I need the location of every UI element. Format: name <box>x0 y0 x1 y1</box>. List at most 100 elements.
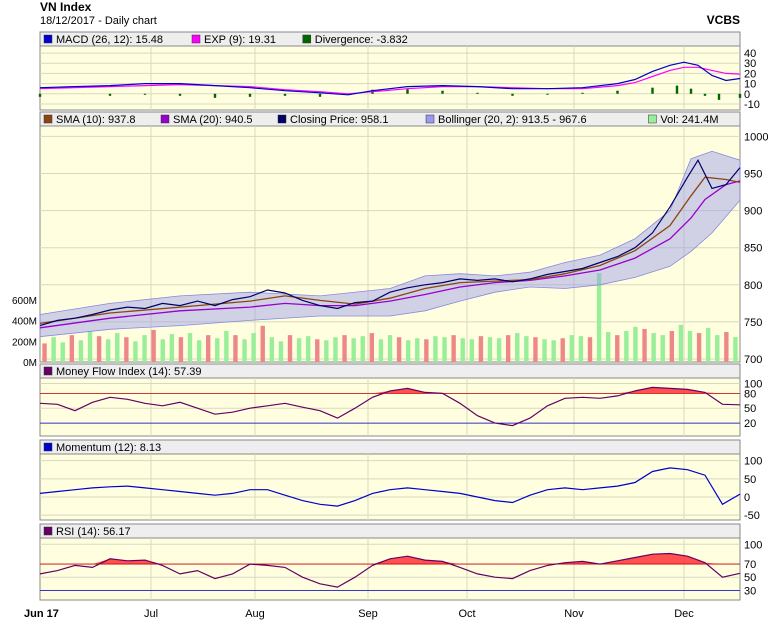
divergence-bar <box>213 93 217 98</box>
rsi-line <box>39 552 741 588</box>
volume-bar <box>69 335 75 362</box>
volume-bar <box>660 335 665 362</box>
volume-bar <box>451 335 456 362</box>
y-tick-label: 20 <box>744 418 756 430</box>
volume-bar <box>387 335 393 362</box>
volume-bar <box>96 336 102 362</box>
volume-bar <box>733 337 738 362</box>
volume-bar <box>60 342 65 362</box>
divergence-bar <box>248 93 252 97</box>
panel-price: 1000 950 900 850 800 750 700 SMA (10): 937.8 SMA… <box>12 111 768 369</box>
y-tick-label: 30 <box>744 585 756 597</box>
volume-bar <box>115 333 120 362</box>
volume-bar <box>224 331 229 362</box>
volume-bar <box>615 335 620 362</box>
y-tick-label: 50 <box>744 572 756 584</box>
y-tick-label: 50 <box>744 474 756 486</box>
volume-bar <box>196 340 202 362</box>
volume-bar <box>396 337 402 362</box>
volume-bar <box>405 340 411 362</box>
volume-bar <box>105 339 111 362</box>
volume-bar <box>242 339 247 362</box>
y-tick-label: 900 <box>744 206 762 218</box>
y-tick-label: 70 <box>744 559 756 571</box>
y-tick-label: -10 <box>744 99 760 111</box>
legend-entry: EXP (9): 19.31 <box>204 34 276 46</box>
momentum-line <box>39 467 741 507</box>
volume-bar <box>342 335 347 362</box>
divergence-bar <box>441 90 444 94</box>
volume-bar <box>642 328 647 362</box>
volume-bar <box>305 336 311 362</box>
volume-bar <box>469 339 475 362</box>
volume-bar <box>696 333 702 362</box>
legend-swatch <box>43 526 53 536</box>
volume-tick-label: 600M <box>12 296 37 307</box>
mfi-line <box>39 386 741 427</box>
y-tick-label: 0 <box>744 492 750 504</box>
y-tick-label: 850 <box>744 243 762 255</box>
volume-bar <box>287 335 293 362</box>
macd-line <box>39 61 741 96</box>
divergence-bar <box>143 93 147 95</box>
legend-entry: Money Flow Index (14): 57.39 <box>56 366 202 378</box>
y-tick-label: -50 <box>744 510 760 522</box>
volume-bar <box>87 331 93 362</box>
legend-entry: Closing Price: 958.1 <box>290 114 388 126</box>
volume-bar <box>651 333 656 362</box>
divergence-bar <box>675 85 679 94</box>
y-tick-label: 50 <box>744 403 756 415</box>
divergence-bar <box>406 88 409 94</box>
volume-tick-label: 400M <box>12 317 37 328</box>
divergence-bar <box>38 93 42 97</box>
y-tick-label: 80 <box>744 388 756 400</box>
legend-swatch <box>648 114 657 124</box>
volume-bar <box>160 339 165 362</box>
panel-frame <box>39 111 741 363</box>
x-tick-label: Oct <box>458 608 475 620</box>
volume-bar <box>142 335 147 362</box>
legend-bar <box>39 31 741 47</box>
volume-bar <box>624 331 629 362</box>
divergence-bar <box>689 88 693 94</box>
volume-bar <box>178 337 184 362</box>
y-tick-label: 20 <box>744 68 756 80</box>
divergence-bar <box>178 93 182 96</box>
legend-entry: Momentum (12): 8.13 <box>56 442 161 454</box>
legend-bar <box>39 363 741 379</box>
volume-bar <box>378 339 384 362</box>
y-tick-label: 100 <box>744 539 762 551</box>
x-tick-label: Nov <box>564 608 584 620</box>
volume-bar <box>533 337 538 362</box>
volume-bar <box>278 341 284 362</box>
legend-swatch <box>160 114 170 124</box>
volume-bar <box>433 336 438 362</box>
y-tick-label: 100 <box>744 456 762 468</box>
volume-bar <box>269 337 275 362</box>
legend-entry: MACD (26, 12): 15.48 <box>56 34 163 46</box>
volume-bar <box>678 324 684 362</box>
volume-bar <box>351 338 356 362</box>
volume-tick-label: 200M <box>12 337 37 348</box>
legend-swatch <box>43 114 53 124</box>
volume-bar <box>505 335 511 362</box>
x-axis: Jun 17 Jul Aug Sep Oct Nov Dec <box>24 608 694 620</box>
volume-bar <box>151 329 156 362</box>
divergence-bar <box>511 93 514 96</box>
divergence-bar <box>283 93 287 96</box>
y-tick-label: 750 <box>744 317 762 329</box>
volume-bar <box>333 337 338 362</box>
volume-bar <box>360 336 365 362</box>
y-tick-label: 700 <box>744 354 762 366</box>
volume-bar <box>669 331 675 362</box>
volume-bar <box>578 336 584 362</box>
y-tick-label: 30 <box>744 58 756 70</box>
volume-bar <box>124 337 129 362</box>
volume-bar <box>324 340 329 362</box>
y-tick-label: 0 <box>744 89 750 101</box>
volume-bar <box>478 336 484 362</box>
volume-bar <box>78 340 84 362</box>
